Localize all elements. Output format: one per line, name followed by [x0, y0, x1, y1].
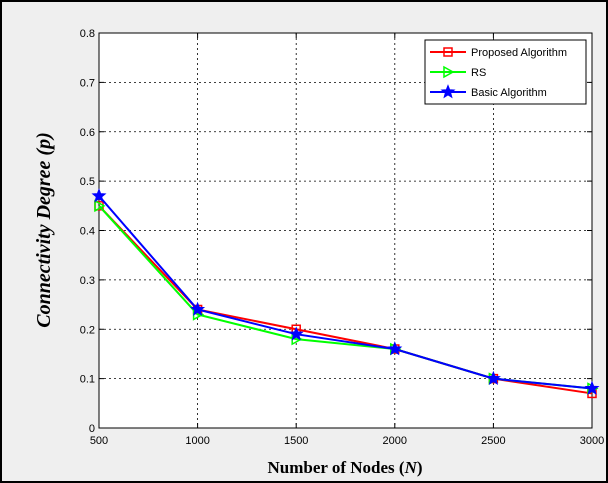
x-tick-label: 1500: [284, 435, 308, 447]
x-tick-label: 1000: [185, 435, 209, 447]
legend-item-proposed-algorithm: Proposed Algorithm: [430, 47, 567, 59]
y-tick-label: 0.8: [80, 28, 95, 40]
x-axis-title: Number of Nodes (N): [267, 458, 422, 477]
series-group: [91, 188, 600, 399]
x-tick-label: 2500: [481, 435, 505, 447]
legend-marker-basic-algorithm: [440, 84, 456, 99]
y-tick-label: 0.7: [80, 77, 95, 89]
data-point-basic-algorithm: [485, 370, 501, 385]
x-tick-label: 3000: [580, 435, 604, 447]
legend: Proposed Algorithm RS Basic Algorithm: [424, 39, 587, 105]
y-tick-label: 0.3: [80, 275, 95, 287]
x-tick-label: 500: [90, 435, 108, 447]
x-axis-ticks: 500 1000 1500 2000 2500 3000: [90, 33, 604, 447]
y-axis-ticks: 0 0.1 0.2 0.3 0.4 0.5 0.6 0.7 0.8: [80, 28, 592, 435]
series-line-basic-algorithm: [98, 195, 593, 390]
legend-label: RS: [471, 67, 486, 79]
data-point-basic-algorithm: [387, 341, 403, 356]
data-point-basic-algorithm: [190, 301, 206, 316]
y-tick-label: 0.6: [80, 127, 95, 139]
data-point-rs: [94, 199, 106, 213]
legend-marker-proposed-algorithm: [443, 47, 453, 57]
x-tick-label: 2000: [383, 435, 407, 447]
y-axis-title: Connectivity Degree (p): [33, 132, 55, 328]
y-tick-label: 0.5: [80, 176, 95, 188]
y-tick-label: 0.2: [80, 324, 95, 336]
y-tick-label: 0.1: [80, 374, 95, 386]
legend-label: Basic Algorithm: [471, 87, 547, 99]
legend-marker-rs: [443, 65, 455, 79]
legend-item-basic-algorithm: Basic Algorithm: [430, 84, 547, 99]
y-tick-label: 0: [89, 423, 95, 435]
legend-item-rs: RS: [430, 65, 486, 79]
data-point-basic-algorithm: [91, 188, 107, 203]
y-tick-label: 0.4: [80, 226, 95, 238]
data-point-basic-algorithm: [584, 380, 600, 395]
data-point-basic-algorithm: [288, 326, 304, 341]
series-basic-algorithm: [91, 188, 600, 395]
legend-label: Proposed Algorithm: [471, 47, 567, 59]
